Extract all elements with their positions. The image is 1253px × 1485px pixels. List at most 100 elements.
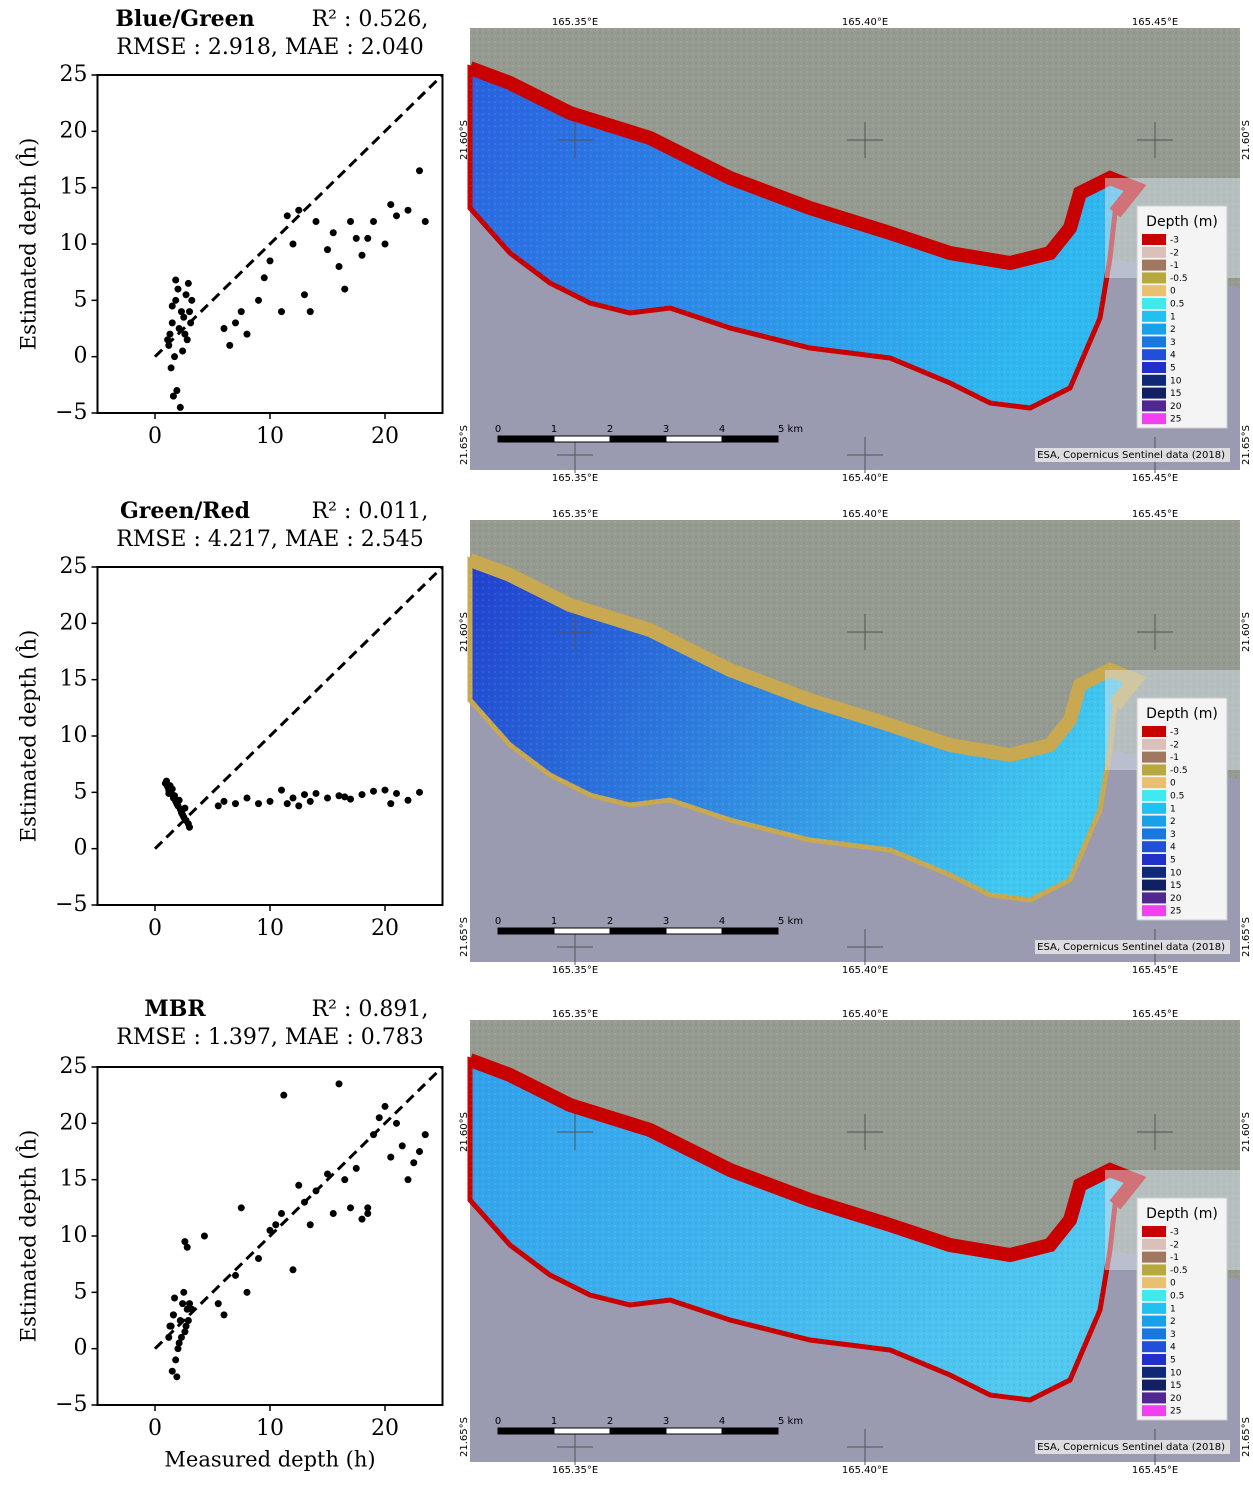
legend-swatch xyxy=(1142,1341,1166,1353)
plot-frame xyxy=(96,566,444,906)
legend-swatch xyxy=(1142,879,1166,891)
lon-label: 165.45°E xyxy=(1132,509,1178,520)
map: 165.35°E 165.35°E 165.40°E 165.40°E 165.45°E… xyxy=(459,509,1252,976)
legend-label: -0.5 xyxy=(1170,274,1188,284)
point xyxy=(214,802,222,810)
point xyxy=(171,1294,179,1302)
x-tick-label: 10 xyxy=(256,1416,284,1441)
attribution: ESA, Copernicus Sentinel data (2018) xyxy=(1037,450,1225,461)
point xyxy=(180,313,188,321)
legend-swatch xyxy=(1142,234,1166,245)
point xyxy=(184,279,192,287)
point xyxy=(177,1333,185,1341)
y-tick-label: 15 xyxy=(60,667,88,692)
legend-swatch xyxy=(1142,777,1166,789)
point xyxy=(341,793,349,801)
lon-label: 165.35°E xyxy=(552,509,598,520)
legend-label: 20 xyxy=(1170,894,1182,904)
x-tick-label: 20 xyxy=(371,424,399,449)
lon-label: 165.45°E xyxy=(1132,1465,1178,1476)
point xyxy=(173,1373,181,1381)
point xyxy=(324,1170,331,1178)
legend-title: Depth (m) xyxy=(1146,214,1218,230)
legend-label: 5 xyxy=(1170,856,1176,866)
point xyxy=(416,167,423,175)
y-tick-label: 20 xyxy=(60,1110,88,1135)
point xyxy=(289,240,297,248)
chart-subtitle: R² : 0.011, xyxy=(312,499,429,524)
legend-swatch xyxy=(1142,349,1166,361)
point xyxy=(393,1119,400,1127)
lon-label: 165.45°E xyxy=(1132,17,1178,28)
point xyxy=(278,1209,285,1217)
point xyxy=(358,791,366,799)
y-tick-label: 10 xyxy=(60,1223,88,1248)
point xyxy=(324,246,331,254)
legend-label: -3 xyxy=(1170,236,1179,246)
lon-label: 165.35°E xyxy=(552,473,598,484)
point xyxy=(181,1328,189,1336)
lat-label: 21.60°S xyxy=(459,120,470,160)
point xyxy=(381,786,389,794)
legend-label: 1 xyxy=(1170,1304,1176,1314)
reference-line xyxy=(153,1065,444,1350)
lagoon-texture xyxy=(470,560,1135,900)
legend-swatch xyxy=(1142,298,1166,309)
scale-segment xyxy=(609,1427,667,1435)
point xyxy=(306,308,314,316)
chart-title: Blue/Green xyxy=(115,6,254,32)
point xyxy=(358,1215,366,1223)
lon-label: 165.40°E xyxy=(842,965,888,976)
lon-label: 165.45°E xyxy=(1132,473,1178,484)
legend-label: -1 xyxy=(1170,261,1179,271)
legend-swatch xyxy=(1142,1392,1166,1404)
point xyxy=(243,794,251,802)
point xyxy=(289,794,297,802)
legend-label: 0.5 xyxy=(1170,1292,1184,1302)
point xyxy=(184,1317,192,1324)
point xyxy=(181,804,189,812)
legend-swatch xyxy=(1142,1366,1166,1378)
y-axis-label: Estimated depth (ĥ) xyxy=(17,138,41,351)
point xyxy=(335,1080,343,1088)
legend-swatch xyxy=(1142,1315,1166,1327)
point xyxy=(387,1153,395,1161)
legend-label: 4 xyxy=(1170,843,1176,853)
legend-swatch xyxy=(1142,323,1166,335)
legend-swatch xyxy=(1142,413,1166,425)
legend-swatch xyxy=(1142,272,1166,284)
scale-label: 2 xyxy=(607,1416,613,1427)
point xyxy=(186,1300,193,1308)
x-tick-label: 0 xyxy=(148,916,162,941)
legend-title: Depth (m) xyxy=(1146,1206,1218,1222)
legend-swatch xyxy=(1142,751,1166,763)
point xyxy=(177,308,185,316)
scale-label: 5 km xyxy=(778,424,803,435)
point xyxy=(220,325,228,332)
lon-label: 165.35°E xyxy=(552,1465,598,1476)
legend-swatch xyxy=(1142,259,1166,271)
point xyxy=(375,1114,383,1122)
legend-label: -2 xyxy=(1170,248,1179,258)
legend-label: 25 xyxy=(1170,907,1181,917)
legend-label: 25 xyxy=(1170,1407,1181,1417)
scale-label: 0 xyxy=(495,916,501,927)
point xyxy=(243,1288,251,1296)
point xyxy=(341,285,349,293)
legend-label: 1 xyxy=(1170,804,1176,814)
x-tick-label: 0 xyxy=(148,1416,162,1441)
x-tick-label: 0 xyxy=(148,424,162,449)
point xyxy=(187,319,195,327)
point xyxy=(364,234,372,242)
legend-label: -2 xyxy=(1170,1240,1179,1250)
point xyxy=(172,1356,180,1364)
legend-swatch xyxy=(1142,828,1166,840)
legend-swatch xyxy=(1142,815,1166,827)
point xyxy=(226,341,234,349)
scale-label: 1 xyxy=(551,916,557,927)
legend-swatch xyxy=(1142,738,1166,750)
point xyxy=(186,823,193,831)
scale-label: 4 xyxy=(719,424,725,435)
legend-swatch xyxy=(1142,790,1166,801)
lon-label: 165.40°E xyxy=(842,1465,888,1476)
